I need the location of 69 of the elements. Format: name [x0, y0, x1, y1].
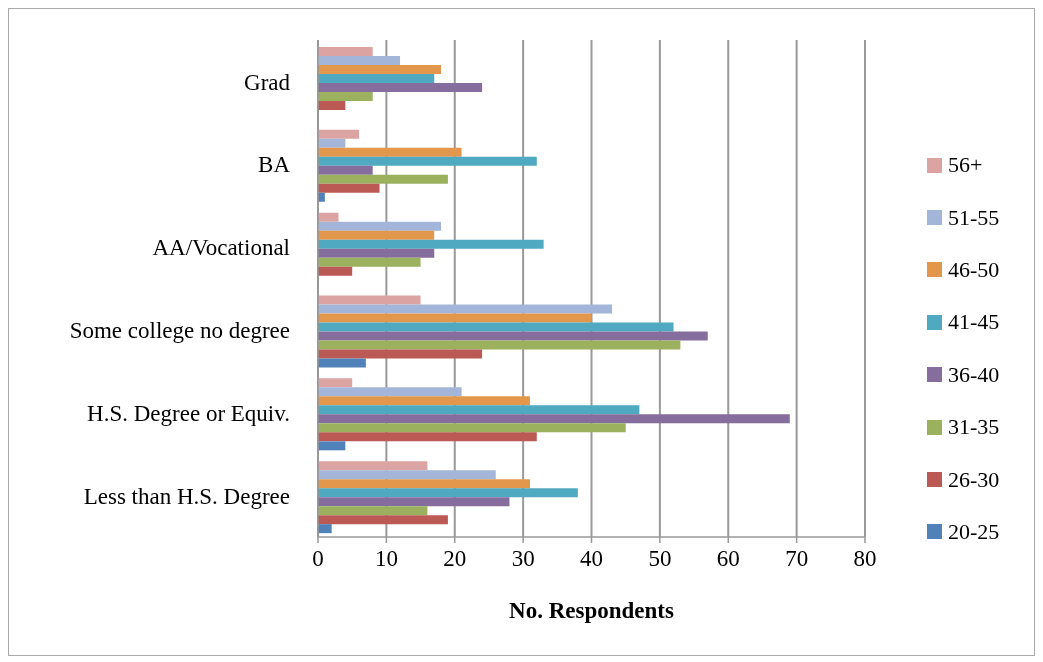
legend-label: 36-40: [948, 361, 1000, 388]
y-tick-label: Less than H.S. Degree: [83, 483, 290, 509]
bar: [318, 165, 373, 175]
legend-label: 20-25: [948, 518, 1000, 545]
bar: [318, 230, 435, 240]
bar: [318, 129, 360, 139]
bar: [318, 183, 380, 193]
y-tick-label: Some college no degree: [69, 318, 290, 344]
x-tick-label: 80: [853, 546, 877, 572]
bar: [318, 461, 428, 471]
bar: [318, 358, 366, 368]
bar: [318, 515, 448, 525]
bar: [318, 479, 530, 489]
bar: [318, 506, 428, 516]
bar: [318, 313, 592, 323]
bar: [318, 92, 373, 101]
bar: [318, 524, 332, 534]
x-tick-label: 10: [374, 546, 398, 572]
bar: [318, 295, 421, 305]
bar: [318, 65, 442, 74]
bar: [318, 101, 346, 110]
bar: [318, 257, 421, 267]
bar: [318, 378, 353, 388]
y-tick-label: Grad: [244, 69, 291, 95]
bar: [318, 156, 537, 166]
bar: [318, 387, 462, 397]
y-tick-label: BA: [258, 152, 291, 178]
bar: [318, 488, 578, 498]
bar: [318, 74, 435, 83]
bar: [318, 212, 339, 222]
bar: [318, 47, 373, 56]
bar: [318, 349, 483, 359]
bar: [318, 248, 435, 258]
bar: [318, 405, 640, 415]
bar: [318, 340, 681, 350]
bar: [318, 497, 510, 507]
y-tick-label: AA/Vocational: [152, 235, 290, 261]
bar: [318, 423, 626, 433]
bar: [318, 396, 530, 406]
bar: [318, 221, 442, 231]
bar: [318, 414, 790, 424]
bar: [318, 441, 346, 451]
x-tick-label: 70: [785, 546, 809, 572]
x-tick-label: 60: [716, 546, 740, 572]
legend-label: 31-35: [948, 414, 1000, 441]
legend-label: 56+: [948, 152, 983, 179]
bar: [318, 174, 448, 184]
legend-label: 46-50: [948, 256, 1000, 283]
bar: [318, 56, 401, 65]
bar: [318, 138, 346, 148]
x-axis-title: No. Respondents: [509, 598, 674, 623]
legend-label: 41-45: [948, 309, 1000, 336]
bar: [318, 266, 353, 276]
x-tick-label: 30: [511, 546, 535, 572]
bar: [318, 470, 496, 480]
legend-label: 26-30: [948, 466, 1000, 493]
bar: [318, 239, 544, 249]
bar: [318, 83, 483, 92]
bar: [318, 147, 462, 157]
bar: [318, 304, 613, 314]
x-tick-label: 20: [443, 546, 467, 572]
x-tick-label: 40: [580, 546, 603, 572]
x-tick-label: 0: [312, 546, 324, 572]
x-tick-label: 50: [648, 546, 672, 572]
bar: [318, 432, 537, 442]
bar: [318, 322, 674, 332]
y-tick-label: H.S. Degree or Equiv.: [87, 400, 290, 426]
legend-label: 51-55: [948, 204, 1000, 231]
bar: [318, 331, 708, 341]
